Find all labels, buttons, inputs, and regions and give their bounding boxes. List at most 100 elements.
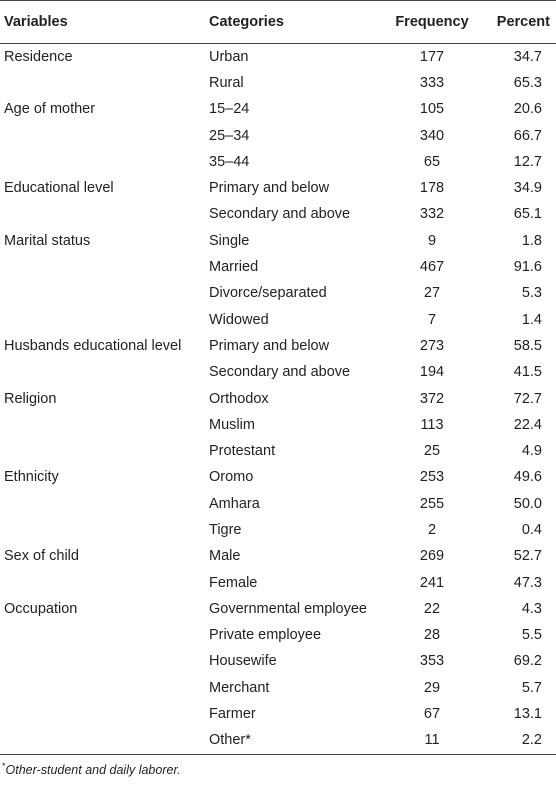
table-row: Marital status Single 9 1.8 xyxy=(0,228,556,254)
cell-frequency: 467 xyxy=(419,259,445,276)
cell-category: Female xyxy=(209,574,258,591)
header-row: Variables Categories Frequency Percent xyxy=(0,0,556,44)
table-row: Divorce/separated 27 5.3 xyxy=(0,280,556,306)
cell-variable: Residence xyxy=(4,48,73,65)
header-variables: Variables xyxy=(4,14,68,30)
cell-percent: 65.1 xyxy=(513,206,542,223)
table-row: Protestant 25 4.9 xyxy=(0,438,556,464)
cell-frequency: 7 xyxy=(427,311,437,328)
cell-frequency: 353 xyxy=(419,653,445,670)
cell-percent: 47.3 xyxy=(513,574,542,591)
cell-frequency: 273 xyxy=(419,337,445,354)
table-row: Sex of child Male 269 52.7 xyxy=(0,543,556,569)
cell-frequency: 105 xyxy=(419,101,445,118)
table-row: 35–44 65 12.7 xyxy=(0,149,556,175)
cell-variable: Occupation xyxy=(4,600,78,617)
footnote-text: Other-student and daily laborer. xyxy=(5,762,181,777)
cell-category: Primary and below xyxy=(209,337,330,354)
table-row: Amhara 255 50.0 xyxy=(0,491,556,517)
cell-category: Secondary and above xyxy=(209,364,351,381)
cell-variable xyxy=(0,201,205,227)
cell-frequency: 340 xyxy=(419,127,445,144)
cell-variable: Educational level xyxy=(4,180,114,197)
cell-frequency: 28 xyxy=(423,627,441,644)
cell-frequency: 22 xyxy=(423,600,441,617)
header-categories: Categories xyxy=(209,14,284,30)
table-row: Tigre 2 0.4 xyxy=(0,517,556,543)
cell-frequency: 65 xyxy=(423,153,441,170)
cell-percent: 49.6 xyxy=(513,469,542,486)
cell-category: Farmer xyxy=(209,706,256,723)
cell-percent: 20.6 xyxy=(513,101,542,118)
table-row: Merchant 29 5.7 xyxy=(0,675,556,701)
cell-percent: 5.5 xyxy=(521,627,542,644)
cell-category: Married xyxy=(209,259,259,276)
cell-category: Other* xyxy=(209,732,251,749)
footnote: *Other-student and daily laborer. xyxy=(0,755,556,777)
cell-frequency: 113 xyxy=(420,416,444,433)
cell-percent: 34.7 xyxy=(513,48,542,65)
cell-category: Muslim xyxy=(209,416,255,433)
cell-frequency: 372 xyxy=(419,390,445,407)
table-body: Residence Urban 177 34.7 Rural 333 65.3 Age of … xyxy=(0,44,556,754)
header-percent: Percent xyxy=(496,14,550,30)
cell-percent: 50.0 xyxy=(513,495,542,512)
table-row: Rural 333 65.3 xyxy=(0,70,556,96)
cell-frequency: 332 xyxy=(419,206,445,223)
cell-percent: 41.5 xyxy=(513,364,542,381)
cell-category: Amhara xyxy=(209,495,260,512)
table-container: Variables Categories Frequency Percent R… xyxy=(0,0,556,777)
cell-category: Secondary and above xyxy=(209,206,351,223)
cell-percent: 0.4 xyxy=(521,521,542,538)
cell-variable xyxy=(0,648,205,674)
cell-frequency: 25 xyxy=(423,443,441,460)
cell-percent: 52.7 xyxy=(513,548,542,565)
cell-category: Merchant xyxy=(209,679,270,696)
cell-variable xyxy=(0,517,205,543)
cell-variable xyxy=(0,727,205,753)
cell-frequency: 253 xyxy=(419,469,445,486)
cell-category: Single xyxy=(209,232,250,249)
cell-variable: Ethnicity xyxy=(4,469,59,486)
cell-frequency: 255 xyxy=(419,495,445,512)
cell-variable xyxy=(0,491,205,517)
cell-variable xyxy=(0,675,205,701)
cell-category: Housewife xyxy=(209,653,277,670)
cell-frequency: 11 xyxy=(424,732,440,749)
cell-frequency: 194 xyxy=(419,364,445,381)
cell-percent: 91.6 xyxy=(513,259,542,276)
cell-variable: Husbands educational level xyxy=(4,337,182,354)
data-table: Variables Categories Frequency Percent R… xyxy=(0,0,556,754)
cell-category: Widowed xyxy=(209,311,269,328)
cell-category: Tigre xyxy=(209,521,242,538)
cell-variable xyxy=(0,359,205,385)
cell-percent: 58.5 xyxy=(513,337,542,354)
cell-percent: 34.9 xyxy=(513,180,542,197)
cell-variable: Age of mother xyxy=(4,101,96,118)
table-row: Married 467 91.6 xyxy=(0,254,556,280)
table-row: Farmer 67 13.1 xyxy=(0,701,556,727)
cell-variable xyxy=(0,569,205,595)
cell-percent: 72.7 xyxy=(513,390,542,407)
cell-frequency: 29 xyxy=(423,679,441,696)
table-row: Muslim 113 22.4 xyxy=(0,412,556,438)
cell-variable: Religion xyxy=(4,390,57,407)
cell-percent: 1.8 xyxy=(521,232,542,249)
cell-variable xyxy=(0,622,205,648)
table-row: Residence Urban 177 34.7 xyxy=(0,44,556,70)
cell-category: Primary and below xyxy=(209,180,330,197)
cell-variable xyxy=(0,306,205,332)
cell-variable xyxy=(0,701,205,727)
cell-percent: 12.7 xyxy=(513,153,542,170)
table-row: 25–34 340 66.7 xyxy=(0,122,556,148)
cell-percent: 4.9 xyxy=(521,443,542,460)
cell-frequency: 333 xyxy=(419,74,445,91)
cell-category: Private employee xyxy=(209,627,322,644)
cell-frequency: 9 xyxy=(427,232,437,249)
table-row: Private employee 28 5.5 xyxy=(0,622,556,648)
cell-category: Governmental employee xyxy=(209,600,367,617)
cell-category: Orthodox xyxy=(209,390,269,407)
cell-category: Oromo xyxy=(209,469,254,486)
cell-variable: Marital status xyxy=(4,232,91,249)
header-frequency: Frequency xyxy=(395,14,469,30)
